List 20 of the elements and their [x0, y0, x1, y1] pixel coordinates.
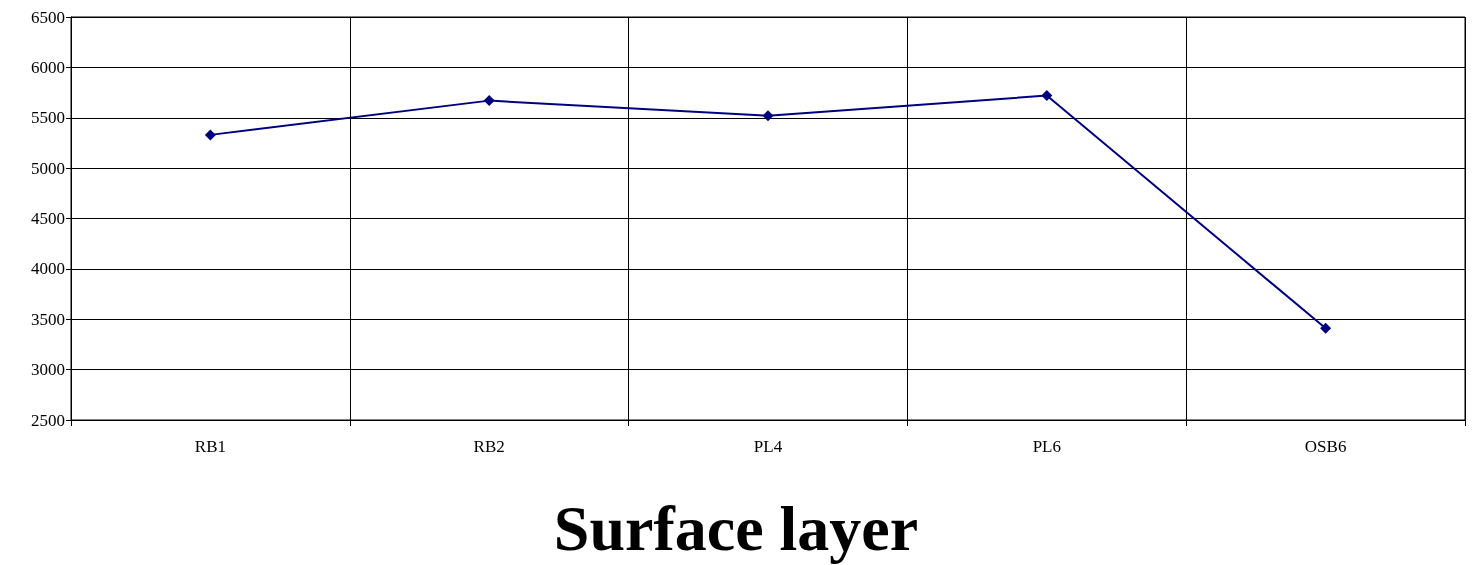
- point: [1320, 322, 1332, 334]
- point: [204, 129, 216, 141]
- y-tick-label: 6500: [31, 7, 65, 27]
- y-tick-label: 2500: [31, 410, 65, 430]
- x-tick-label: OSB6: [1304, 437, 1347, 456]
- y-tick-label: 5500: [31, 108, 65, 128]
- y-tick-label: 4000: [31, 259, 65, 279]
- x-tick-label: RB1: [194, 437, 226, 456]
- y-tick-label: 3500: [31, 309, 65, 329]
- point: [1041, 90, 1053, 102]
- y-tick-label: 4500: [31, 209, 65, 228]
- y-tick-label: 3000: [31, 360, 65, 380]
- x-tick-label: RB2: [473, 437, 505, 456]
- point: [483, 95, 495, 107]
- text: Surface layer: [553, 492, 919, 564]
- y-tick-label: 6000: [31, 57, 65, 77]
- point: [762, 110, 774, 122]
- y-tick-label: 5000: [31, 158, 65, 178]
- x-tick-label: PL4: [753, 437, 783, 456]
- x-tick-label: PL6: [1032, 437, 1061, 456]
